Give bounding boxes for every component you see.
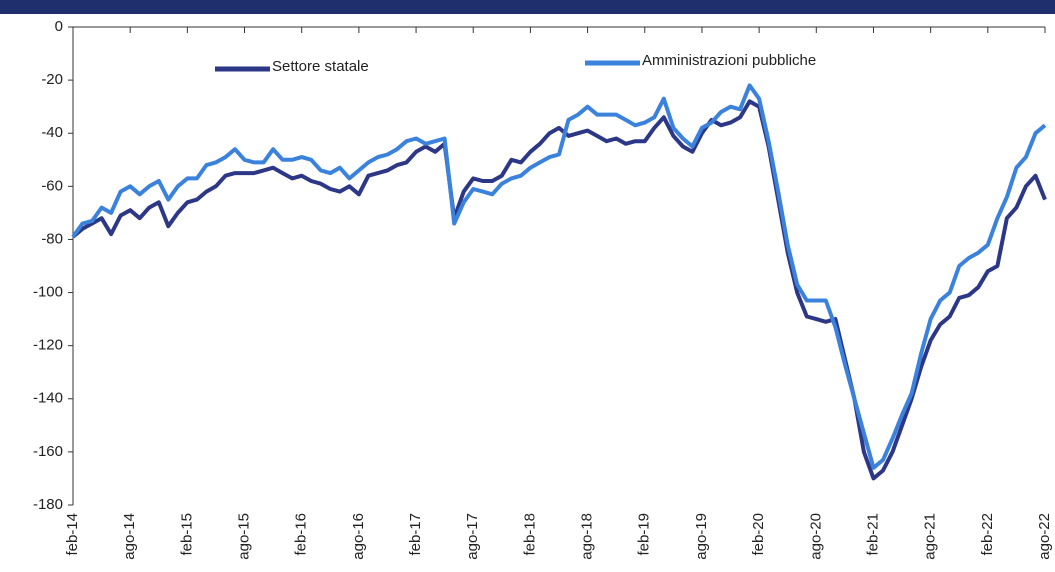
x-tick-label: feb-20	[750, 513, 767, 556]
x-tick-label: ago-16	[350, 513, 367, 560]
x-tick-label: ago-15	[235, 513, 252, 560]
y-tick-label: -60	[41, 177, 63, 194]
x-tick-label: feb-17	[407, 513, 424, 556]
y-tick-label: -120	[33, 337, 63, 354]
series-line	[71, 99, 1047, 481]
y-tick-label: -100	[33, 284, 63, 301]
x-tick-label: feb-22	[979, 513, 996, 556]
y-tick-label: -40	[41, 124, 63, 141]
series-line	[71, 83, 1047, 470]
header-banner	[0, 0, 1055, 14]
y-tick-label: -180	[33, 496, 63, 513]
x-tick-label: ago-21	[922, 513, 939, 560]
x-tick-label: feb-19	[636, 513, 653, 556]
y-tick-label: -140	[33, 390, 63, 407]
x-tick-label: ago-18	[579, 513, 596, 560]
x-tick-label: feb-15	[178, 513, 195, 556]
y-tick-label: -160	[33, 443, 63, 460]
y-tick-label: -80	[41, 230, 63, 247]
x-tick-label: ago-14	[121, 513, 138, 560]
x-tick-label: ago-20	[807, 513, 824, 560]
x-tick-label: ago-17	[464, 513, 481, 560]
x-tick-label: ago-19	[693, 513, 710, 560]
x-tick-label: ago-22	[1036, 513, 1053, 560]
x-tick-label: feb-18	[521, 513, 538, 556]
y-tick-label: 0	[55, 18, 63, 35]
legend-label: Settore statale	[272, 58, 369, 75]
y-tick-label: -20	[41, 71, 63, 88]
x-tick-label: feb-14	[64, 513, 81, 556]
legend-label: Amministrazioni pubbliche	[642, 52, 816, 69]
x-tick-label: feb-16	[293, 513, 310, 556]
x-tick-label: feb-21	[864, 513, 881, 556]
